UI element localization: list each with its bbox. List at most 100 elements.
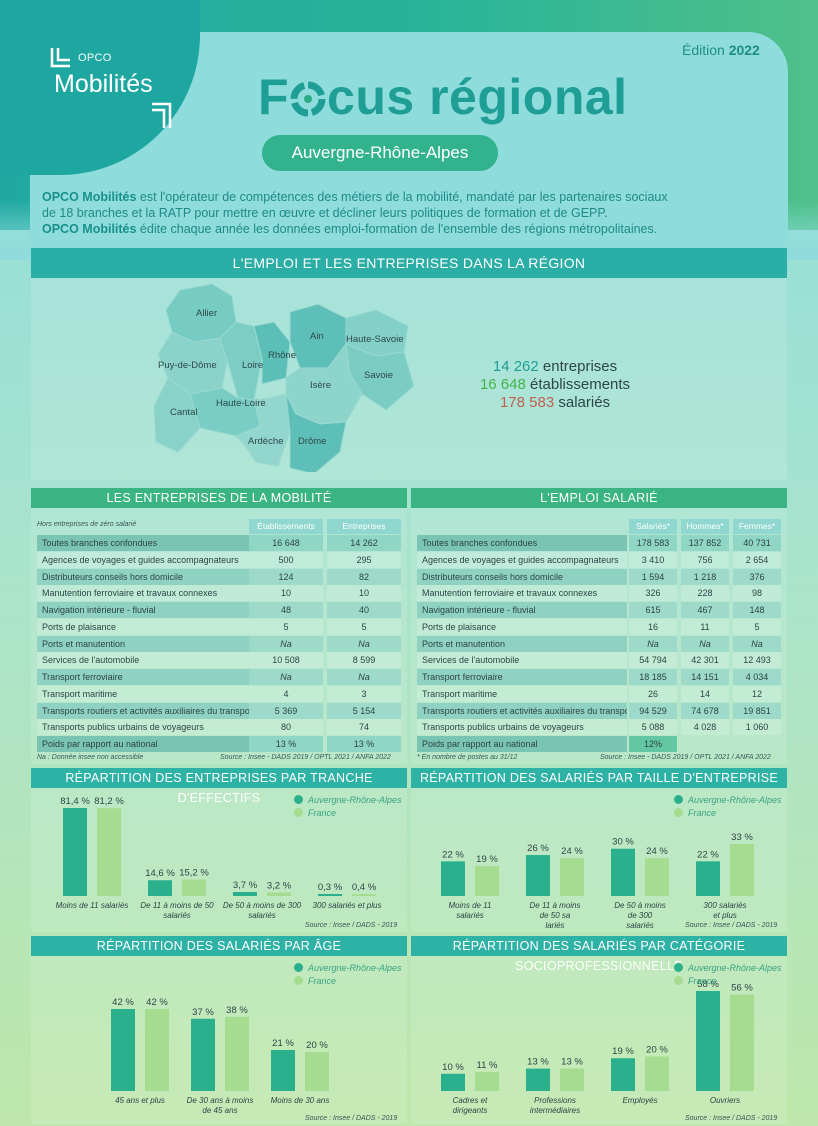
table-row: Agences de voyages et guides accompagnat… [417, 551, 783, 568]
table-cell: Na [327, 669, 401, 685]
logo-mobilites-text: Mobilités [54, 70, 153, 98]
bar-region [526, 855, 550, 896]
bar-data-label: 19 % [612, 1046, 634, 1057]
table-cell: 48 [249, 602, 323, 618]
chart-entreprises-effectifs: 81,4 % 81,2 % Moins de 11 salariés 14,6 % 15… [56, 796, 382, 920]
bar-france [352, 894, 376, 896]
table-cell: 228 [681, 585, 729, 602]
bar-region [696, 861, 720, 896]
table-row: Navigation intérieure - fluvial 615 467 148 [417, 602, 783, 618]
table-cell: 16 648 [249, 535, 323, 551]
table-cell: 80 [249, 719, 323, 736]
bar-data-label: 38 % [226, 1005, 248, 1016]
table-cell: 615 [629, 602, 677, 618]
bar-france [730, 844, 754, 896]
table-cell: 94 529 [629, 702, 677, 719]
dep-label: Drôme [298, 436, 327, 447]
bar-data-label: 10 % [442, 1062, 464, 1073]
bar-region [318, 894, 342, 896]
table-cell: 137 852 [681, 535, 729, 551]
category-label: Employés [622, 1096, 657, 1105]
table-cell: 5 088 [629, 719, 677, 736]
table-column-header: Entreprises [327, 519, 401, 534]
bar-region [441, 1073, 465, 1091]
legend-region: Auvergne-Rhône-Alpes [294, 962, 402, 975]
map-dep-drome [285, 393, 347, 472]
legend-france: France [674, 807, 782, 820]
bar-france [730, 994, 754, 1091]
intro-line-3: OPCO Mobilités édite chaque année les do… [42, 222, 658, 236]
logo-opco-text: OPCO [78, 52, 112, 64]
chart-salaries-csp: 10 % 11 % Cadres et dirigeants 13 % 13 % Profe… [441, 979, 754, 1115]
category-label: De 30 ans à moins de 45 ans [187, 1096, 254, 1115]
table-row: Manutention ferroviaire et travaux conne… [417, 585, 783, 602]
chart-panel-3 [31, 956, 407, 1124]
dep-label: Ain [310, 331, 324, 342]
page-title: F cus régional [258, 69, 628, 125]
table-row: Toutes branches confondues 16 648 14 262 [37, 535, 403, 551]
table-row: Transport maritime 4 3 [37, 685, 403, 702]
bar-data-label: 20 % [306, 1040, 328, 1051]
table-cell: 26 [629, 685, 677, 702]
bar-france [475, 866, 499, 896]
bar-data-label: 33 % [731, 832, 753, 843]
table-cell: 756 [681, 551, 729, 568]
bar-data-label: 42 % [146, 997, 168, 1008]
table-row-label: Services de l'automobile [37, 652, 249, 669]
bar-data-label: 20 % [646, 1045, 668, 1056]
bar-france [225, 1016, 249, 1091]
table-row-label: Transports routiers et activités auxilia… [417, 702, 627, 719]
table-cell: 42 301 [681, 652, 729, 669]
table-row: Ports et manutention Na Na [37, 635, 403, 652]
table-row-label: Navigation intérieure - fluvial [37, 602, 249, 618]
legend-region-dot [674, 963, 683, 972]
category-label: 45 ans et plus [115, 1096, 165, 1105]
bar-region [611, 1058, 635, 1091]
table-cell: 13 % [249, 736, 323, 752]
table-row-label: Transport maritime [37, 685, 249, 702]
legend-region: Auvergne-Rhône-Alpes [674, 962, 782, 975]
table-cell: 10 [249, 585, 323, 602]
table-cell: 14 151 [681, 669, 729, 685]
category-label: 300 salariés et plus [703, 901, 746, 920]
chart-title-4: RÉPARTITION DES SALARIÉS PAR CATÉGORIE S… [411, 936, 787, 973]
chart-source-1: Source : Insee / DADS - 2019 [305, 922, 398, 929]
table-row: Transport ferroviaire 18 185 14 151 4 034 [417, 669, 783, 685]
table-cell: 11 [681, 618, 729, 635]
table-title-entreprises: LES ENTREPRISES DE LA MOBILITÉ [31, 488, 407, 508]
table-row-label: Transports routiers et activités auxilia… [37, 702, 249, 719]
table-cell: 74 [327, 719, 401, 736]
bar-data-label: 13 % [527, 1057, 549, 1068]
chart-source-3: Source : Insee / DADS - 2019 [305, 1115, 398, 1122]
bar-data-label: 22 % [442, 849, 464, 860]
legend: Auvergne-Rhône-Alpes France [674, 794, 782, 820]
bar-data-label: 22 % [697, 849, 719, 860]
bar-france [645, 858, 669, 896]
table-row: Services de l'automobile 10 508 8 599 [37, 652, 403, 669]
category-label: Moins de 30 ans [271, 1096, 330, 1105]
category-label: Moins de 11 salariés [449, 901, 492, 920]
table-cell: 5 [327, 618, 401, 635]
bar-data-label: 24 % [646, 846, 668, 857]
table-row: Navigation intérieure - fluvial 48 40 [37, 602, 403, 618]
table-column-header: Femmes* [733, 519, 781, 534]
bar-data-label: 0,3 % [318, 882, 343, 893]
category-label: De 50 à moins de 300 salariés [223, 901, 302, 920]
table-cell: 5 [733, 618, 781, 635]
legend-france-dot [294, 976, 303, 985]
table-row: Poids par rapport au national 12% [417, 736, 783, 752]
legend-france-dot [674, 808, 683, 817]
bar-region [111, 1009, 135, 1091]
bar-data-label: 19 % [476, 854, 498, 865]
table-cell: Na [249, 669, 323, 685]
table-row-label: Transports publics urbains de voyageurs [37, 719, 249, 736]
bar-data-label: 81,4 % [60, 796, 90, 807]
bar-data-label: 30 % [612, 837, 634, 848]
table-cell: 1 594 [629, 568, 677, 585]
bar-data-label: 21 % [272, 1038, 294, 1049]
category-label: De 11 à moins de 50 salariés [140, 901, 214, 920]
table-cell [681, 736, 729, 752]
table-row: Distributeurs conseils hors domicile 124 8… [37, 568, 403, 585]
table-column-header: Hommes* [681, 519, 729, 534]
